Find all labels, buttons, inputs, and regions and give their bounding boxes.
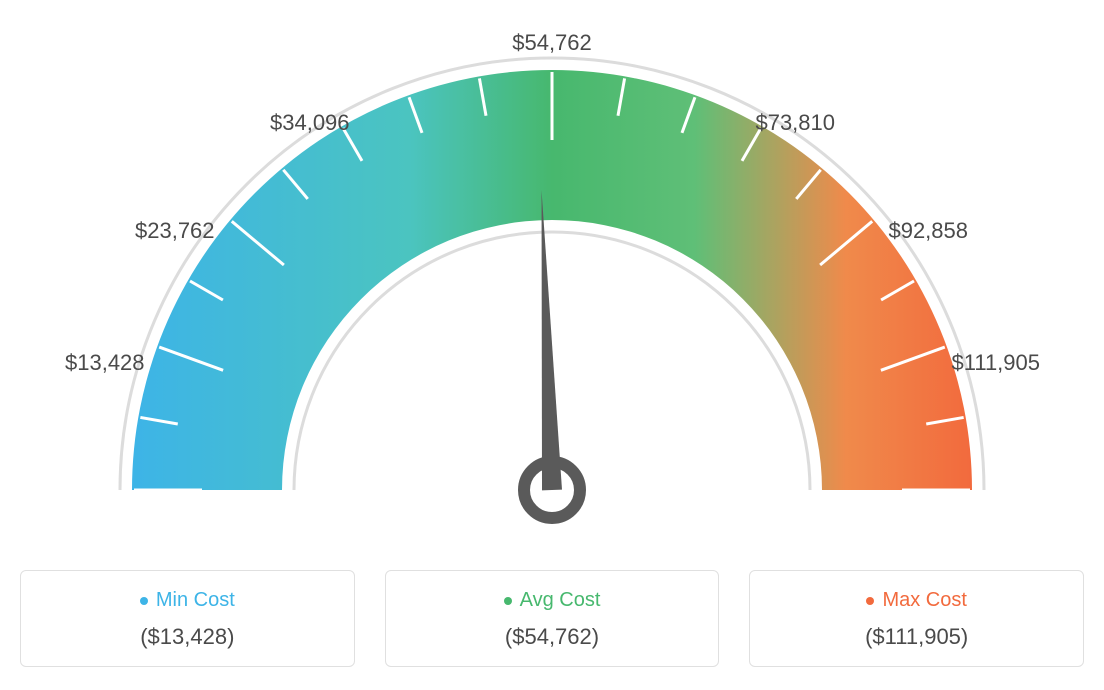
- gauge-chart-container: $13,428 $23,762 $34,096 $54,762 $73,810 $92,8…: [20, 20, 1084, 667]
- gauge-scale-label: $54,762: [512, 30, 592, 55]
- gauge-area: $13,428 $23,762 $34,096 $54,762 $73,810 $92,8…: [20, 20, 1084, 560]
- legend-min-label: Min Cost: [156, 589, 235, 611]
- legend-avg-value: ($54,762): [396, 624, 709, 650]
- legend-card-max: Max Cost ($111,905): [749, 570, 1084, 667]
- legend-max-value: ($111,905): [760, 624, 1073, 650]
- gauge-needle: [542, 190, 562, 490]
- gauge-scale-label: $73,810: [755, 110, 835, 135]
- legend-card-min: Min Cost ($13,428): [20, 570, 355, 667]
- legend-max-label: Max Cost: [882, 589, 966, 611]
- legend-min-title: Min Cost: [31, 589, 344, 612]
- legend-min-dot-icon: [140, 597, 148, 605]
- legend-card-avg: Avg Cost ($54,762): [385, 570, 720, 667]
- gauge-scale-label: $13,428: [65, 350, 145, 375]
- legend-max-title: Max Cost: [760, 589, 1073, 612]
- legend-max-dot-icon: [866, 597, 874, 605]
- gauge-scale-label: $34,096: [270, 110, 350, 135]
- gauge-scale-label: $23,762: [135, 218, 215, 243]
- legend-avg-title: Avg Cost: [396, 589, 709, 612]
- gauge-svg: $13,428 $23,762 $34,096 $54,762 $73,810 $92,8…: [20, 20, 1084, 560]
- legend-min-value: ($13,428): [31, 624, 344, 650]
- gauge-scale-label: $92,858: [888, 218, 968, 243]
- legend-avg-dot-icon: [504, 597, 512, 605]
- gauge-scale-label: $111,905: [952, 350, 1041, 375]
- legend-row: Min Cost ($13,428) Avg Cost ($54,762) Ma…: [20, 570, 1084, 667]
- legend-avg-label: Avg Cost: [520, 589, 601, 611]
